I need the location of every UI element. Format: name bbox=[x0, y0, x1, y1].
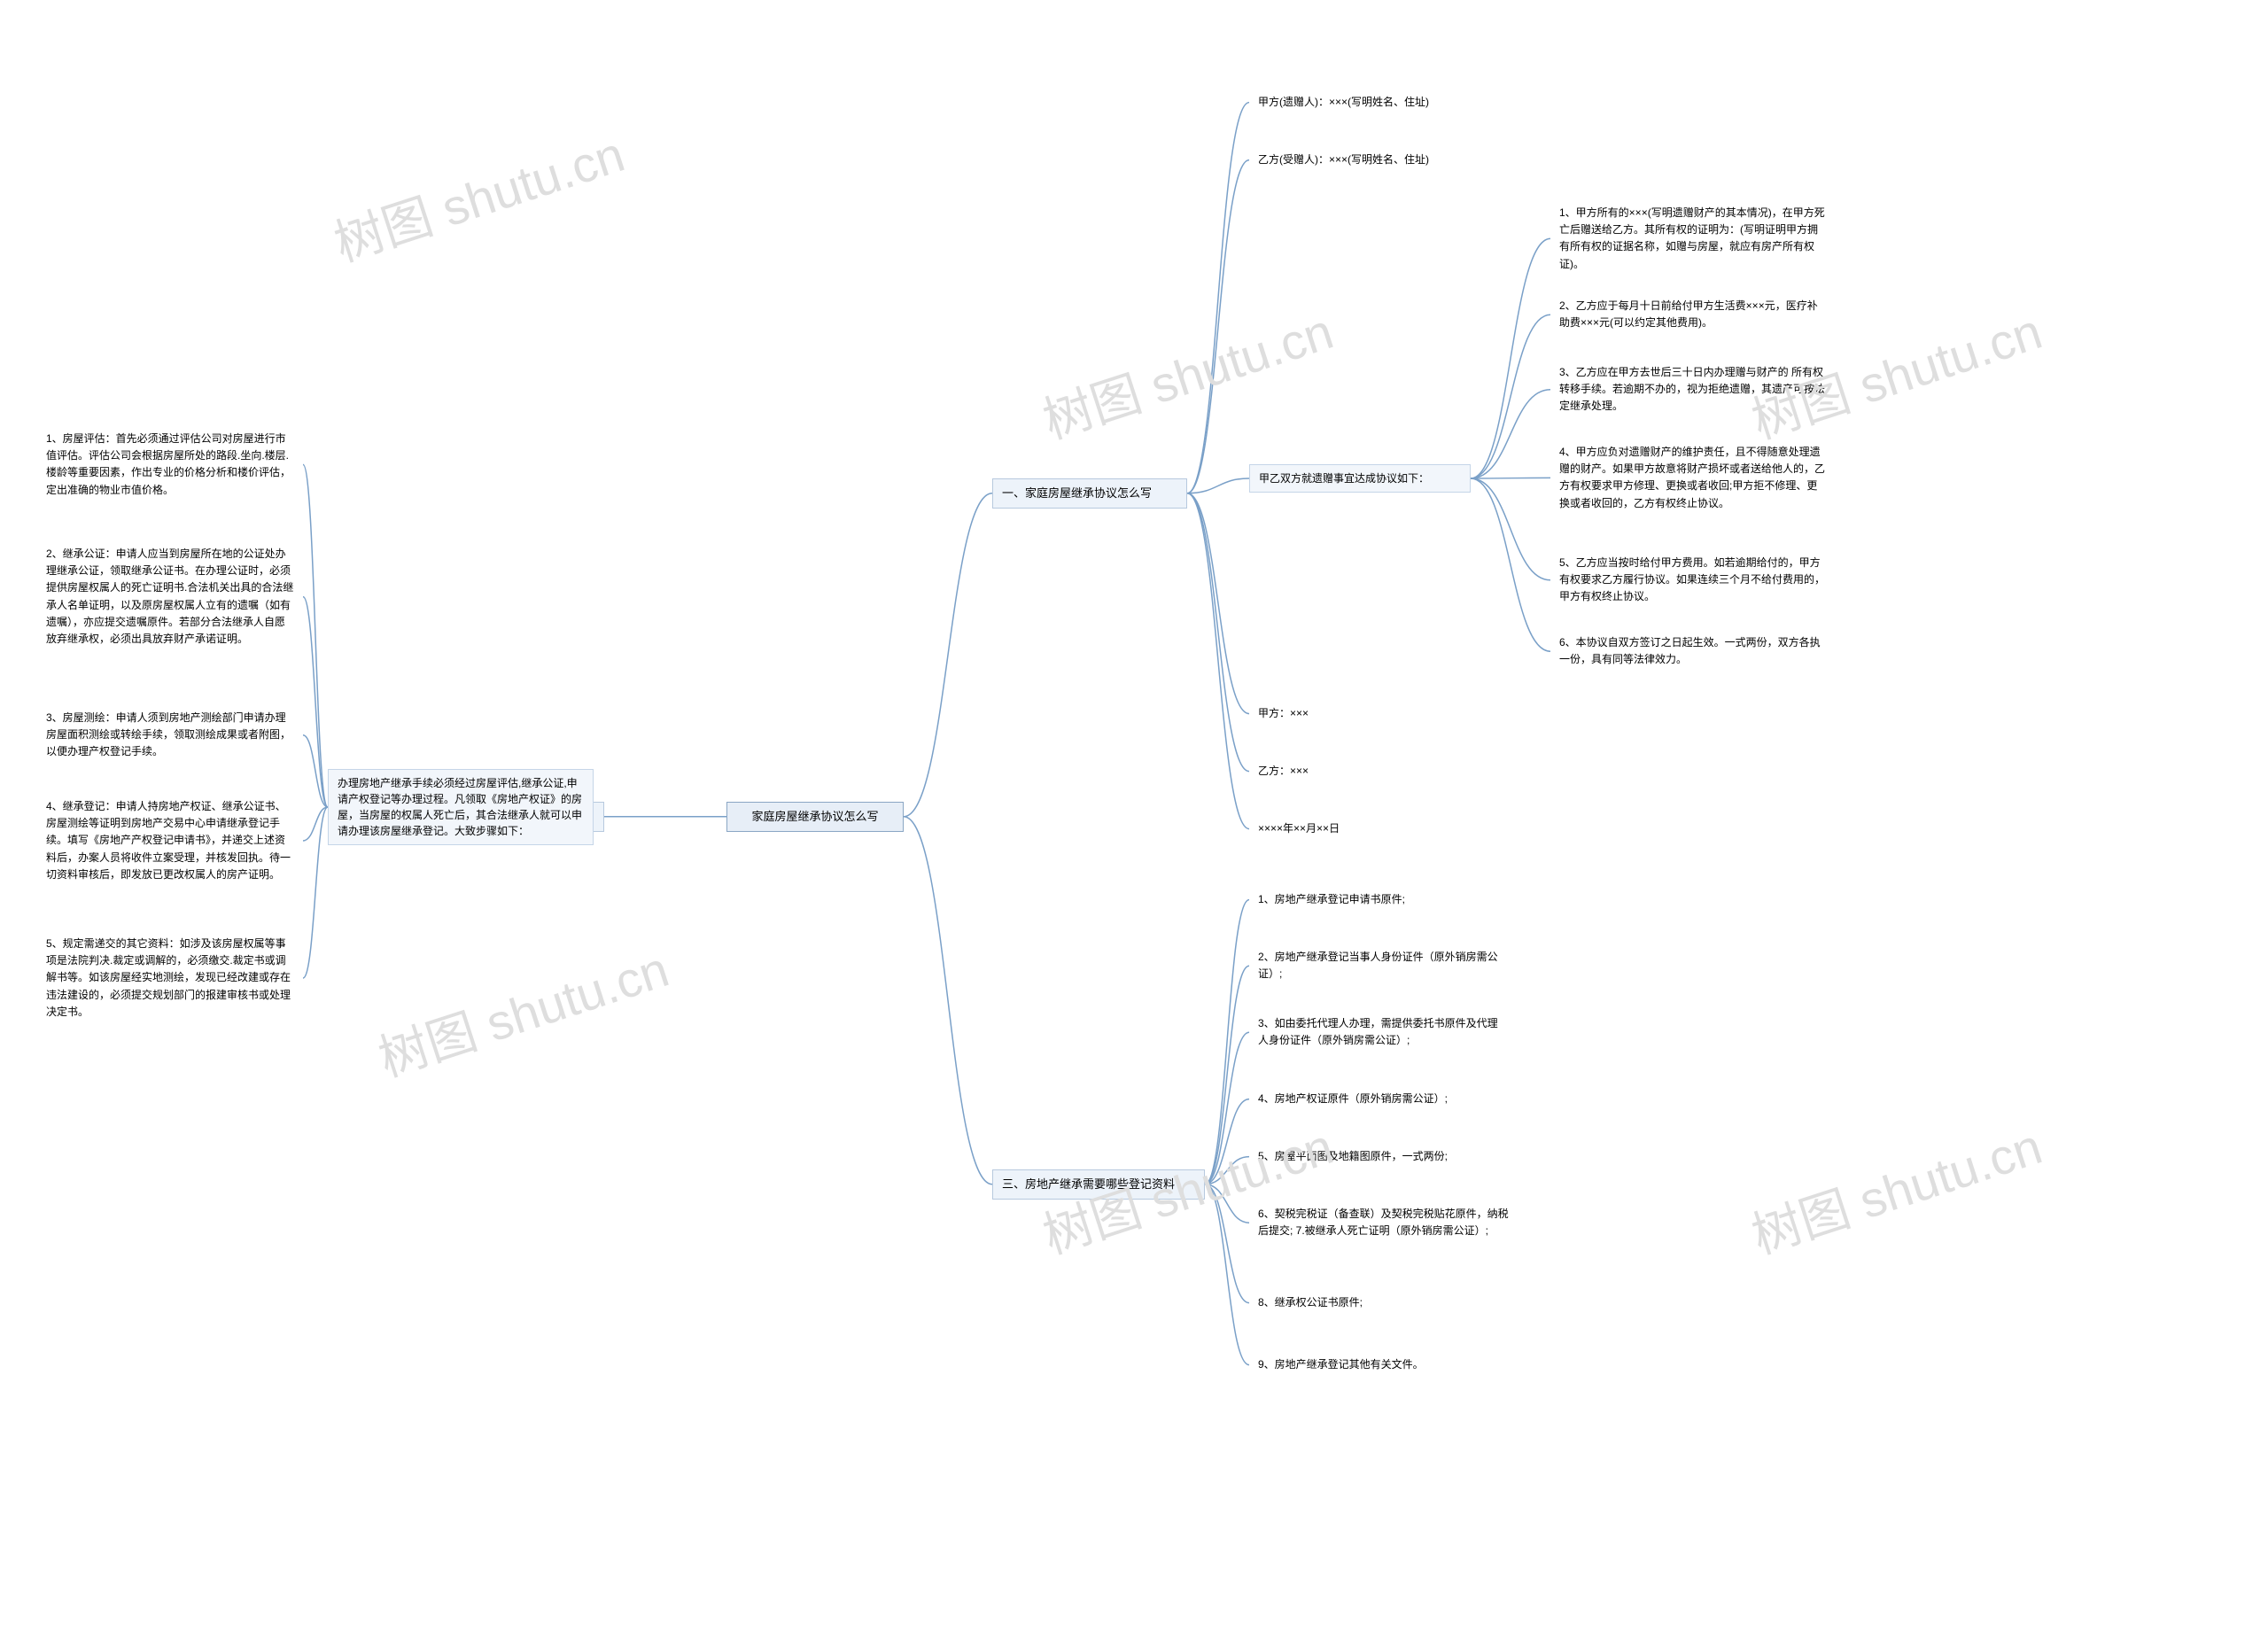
leaf-node: 1、甲方所有的×××(写明遗赠财产的其本情况)，在甲方死亡后赠送给乙方。其所有权… bbox=[1550, 199, 1834, 278]
leaf-node: 2、房地产继承登记当事人身份证件（原外销房需公证）; bbox=[1249, 944, 1515, 988]
leaf-node: 2、继承公证：申请人应当到房屋所在地的公证处办理继承公证，领取继承公证书。在办理… bbox=[37, 540, 303, 653]
leaf-node: 乙方：××× bbox=[1249, 757, 1355, 785]
leaf-node: 甲方：××× bbox=[1249, 700, 1355, 727]
leaf-node: 乙方(受赠人)：×××(写明姓名、住址) bbox=[1249, 146, 1497, 174]
leaf-node: 5、规定需递交的其它资料：如涉及该房屋权属等事项是法院判决.裁定或调解的，必须缴… bbox=[37, 930, 303, 1026]
branch-2-child: 办理房地产继承手续必须经过房屋评估,继承公证,申请产权登记等办理过程。凡领取《房… bbox=[328, 769, 594, 845]
leaf-node: 1、房地产继承登记申请书原件; bbox=[1249, 886, 1471, 913]
leaf-node: 9、房地产继承登记其他有关文件。 bbox=[1249, 1351, 1480, 1379]
leaf-node: 5、房屋平面图及地籍图原件，一式两份; bbox=[1249, 1143, 1515, 1170]
branch-3: 三、房地产继承需要哪些登记资料 bbox=[992, 1169, 1205, 1200]
leaf-node: ××××年××月××日 bbox=[1249, 815, 1409, 843]
leaf-node: 5、乙方应当按时给付甲方费用。如若逾期给付的，甲方有权要求乙方履行协议。如果连续… bbox=[1550, 549, 1834, 611]
leaf-node: 3、乙方应在甲方去世后三十日内办理赠与财产的 所有权转移手续。若逾期不办的，视为… bbox=[1550, 359, 1834, 421]
leaf-node: 6、本协议自双方签订之日起生效。一式两份，双方各执一份，具有同等法律效力。 bbox=[1550, 629, 1834, 673]
leaf-node: 6、契税完税证（备查联）及契税完税贴花原件，纳税后提交; 7.被继承人死亡证明（… bbox=[1249, 1200, 1524, 1245]
branch-1-label: 一、家庭房屋继承协议怎么写 bbox=[1002, 486, 1152, 500]
leaf-node: 4、甲方应负对遗赠财产的维护责任，且不得随意处理遗赠的财产。如果甲方故意将财产损… bbox=[1550, 439, 1834, 517]
leaf-node: 2、乙方应于每月十日前给付甲方生活费×××元，医疗补助费×××元(可以约定其他费… bbox=[1550, 292, 1834, 337]
leaf-node: 8、继承权公证书原件; bbox=[1249, 1289, 1426, 1316]
leaf-node: 3、如由委托代理人办理，需提供委托书原件及代理人身份证件（原外销房需公证）; bbox=[1249, 1010, 1515, 1054]
watermark: 树图 shutu.cn bbox=[1742, 1107, 2050, 1269]
leaf-node: 4、继承登记：申请人持房地产权证、继承公证书、房屋测绘等证明到房地产交易中心申请… bbox=[37, 793, 303, 889]
leaf-node: 3、房屋测绘：申请人须到房地产测绘部门申请办理房屋面积测绘或转绘手续，领取测绘成… bbox=[37, 704, 303, 766]
sub-node: 甲乙双方就遗赠事宜达成协议如下： bbox=[1249, 464, 1471, 493]
root-node: 家庭房屋继承协议怎么写 bbox=[726, 802, 904, 832]
watermark: 树图 shutu.cn bbox=[1033, 292, 1341, 454]
leaf-node: 甲方(遗赠人)：×××(写明姓名、住址) bbox=[1249, 89, 1497, 116]
branch-1: 一、家庭房屋继承协议怎么写 bbox=[992, 478, 1187, 509]
watermark: 树图 shutu.cn bbox=[324, 115, 633, 276]
root-label: 家庭房屋继承协议怎么写 bbox=[751, 810, 878, 823]
watermark: 树图 shutu.cn bbox=[369, 930, 677, 1091]
branch-3-label: 三、房地产继承需要哪些登记资料 bbox=[1002, 1177, 1175, 1191]
leaf-node: 1、房屋评估：首先必须通过评估公司对房屋进行市值评估。评估公司会根据房屋所处的路… bbox=[37, 425, 303, 504]
branch-2-child-label: 办理房地产继承手续必须经过房屋评估,继承公证,申请产权登记等办理过程。凡领取《房… bbox=[338, 777, 582, 837]
leaf-node: 4、房地产权证原件（原外销房需公证）; bbox=[1249, 1085, 1515, 1113]
